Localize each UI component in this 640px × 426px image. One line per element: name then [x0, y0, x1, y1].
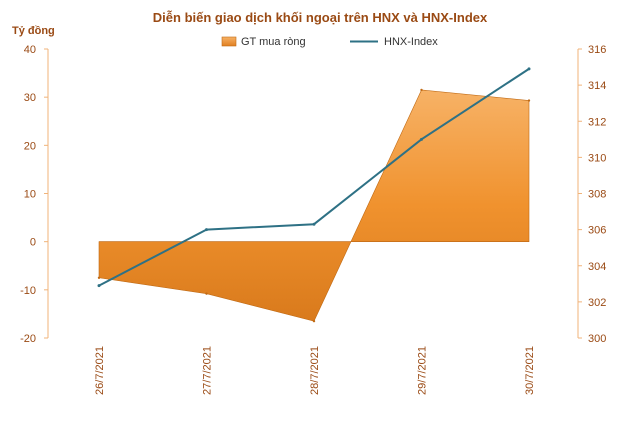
x-tick-label: 28/7/2021 — [309, 346, 321, 395]
y-right-tick-label: 316 — [588, 44, 606, 56]
net-buy-point — [97, 276, 101, 279]
y-right-tick-label: 304 — [588, 261, 606, 273]
y-left-tick-label: 0 — [30, 237, 36, 249]
y-left-tick-label: 30 — [24, 92, 36, 104]
hnx-index-point — [205, 228, 208, 232]
hnx-index-point — [97, 284, 101, 288]
y-left-unit-label: Tỷ đồng — [12, 25, 55, 37]
legend-swatch-net-buy — [221, 36, 237, 47]
y-right-tick-label: 310 — [588, 152, 606, 164]
net-buy-point — [527, 99, 531, 102]
y-right-tick-label: 308 — [588, 189, 606, 201]
y-left-tick-label: 20 — [24, 140, 36, 152]
net-buy-point — [312, 319, 316, 323]
y-left-tick-label: -20 — [20, 333, 36, 345]
legend: GT mua ròng HNX-Index — [221, 36, 438, 48]
hnx-index-point — [312, 222, 316, 226]
y-left-tick-label: 10 — [24, 189, 36, 201]
plot-area: -20 -10 0 10 20 30 40 300 302 304 306 308 310 312 314 3… — [20, 44, 606, 395]
net-buy-point — [420, 88, 423, 92]
legend-label-net-buy: GT mua ròng — [241, 36, 306, 48]
net-buy-point — [205, 292, 208, 295]
y-left-tick-label: 40 — [24, 44, 36, 56]
y-right-tick-label: 314 — [588, 80, 606, 92]
chart-title: Diễn biến giao dịch khối ngoại trên HNX … — [153, 10, 488, 25]
y-right-tick-label: 306 — [588, 225, 606, 237]
legend-label-hnx-index: HNX-Index — [384, 36, 438, 48]
y-right-tick-label: 312 — [588, 116, 606, 128]
x-tick-label: 29/7/2021 — [417, 346, 429, 395]
x-tick-label: 30/7/2021 — [524, 346, 536, 395]
y-left-tick-label: -10 — [20, 285, 36, 297]
x-tick-label: 27/7/2021 — [202, 346, 214, 395]
hnx-index-point — [420, 137, 423, 141]
hnx-index-point — [527, 67, 531, 71]
y-right-tick-label: 300 — [588, 333, 606, 345]
x-tick-label: 26/7/2021 — [94, 346, 106, 395]
net-buy-area — [98, 89, 530, 322]
y-right-tick-label: 302 — [588, 297, 606, 309]
